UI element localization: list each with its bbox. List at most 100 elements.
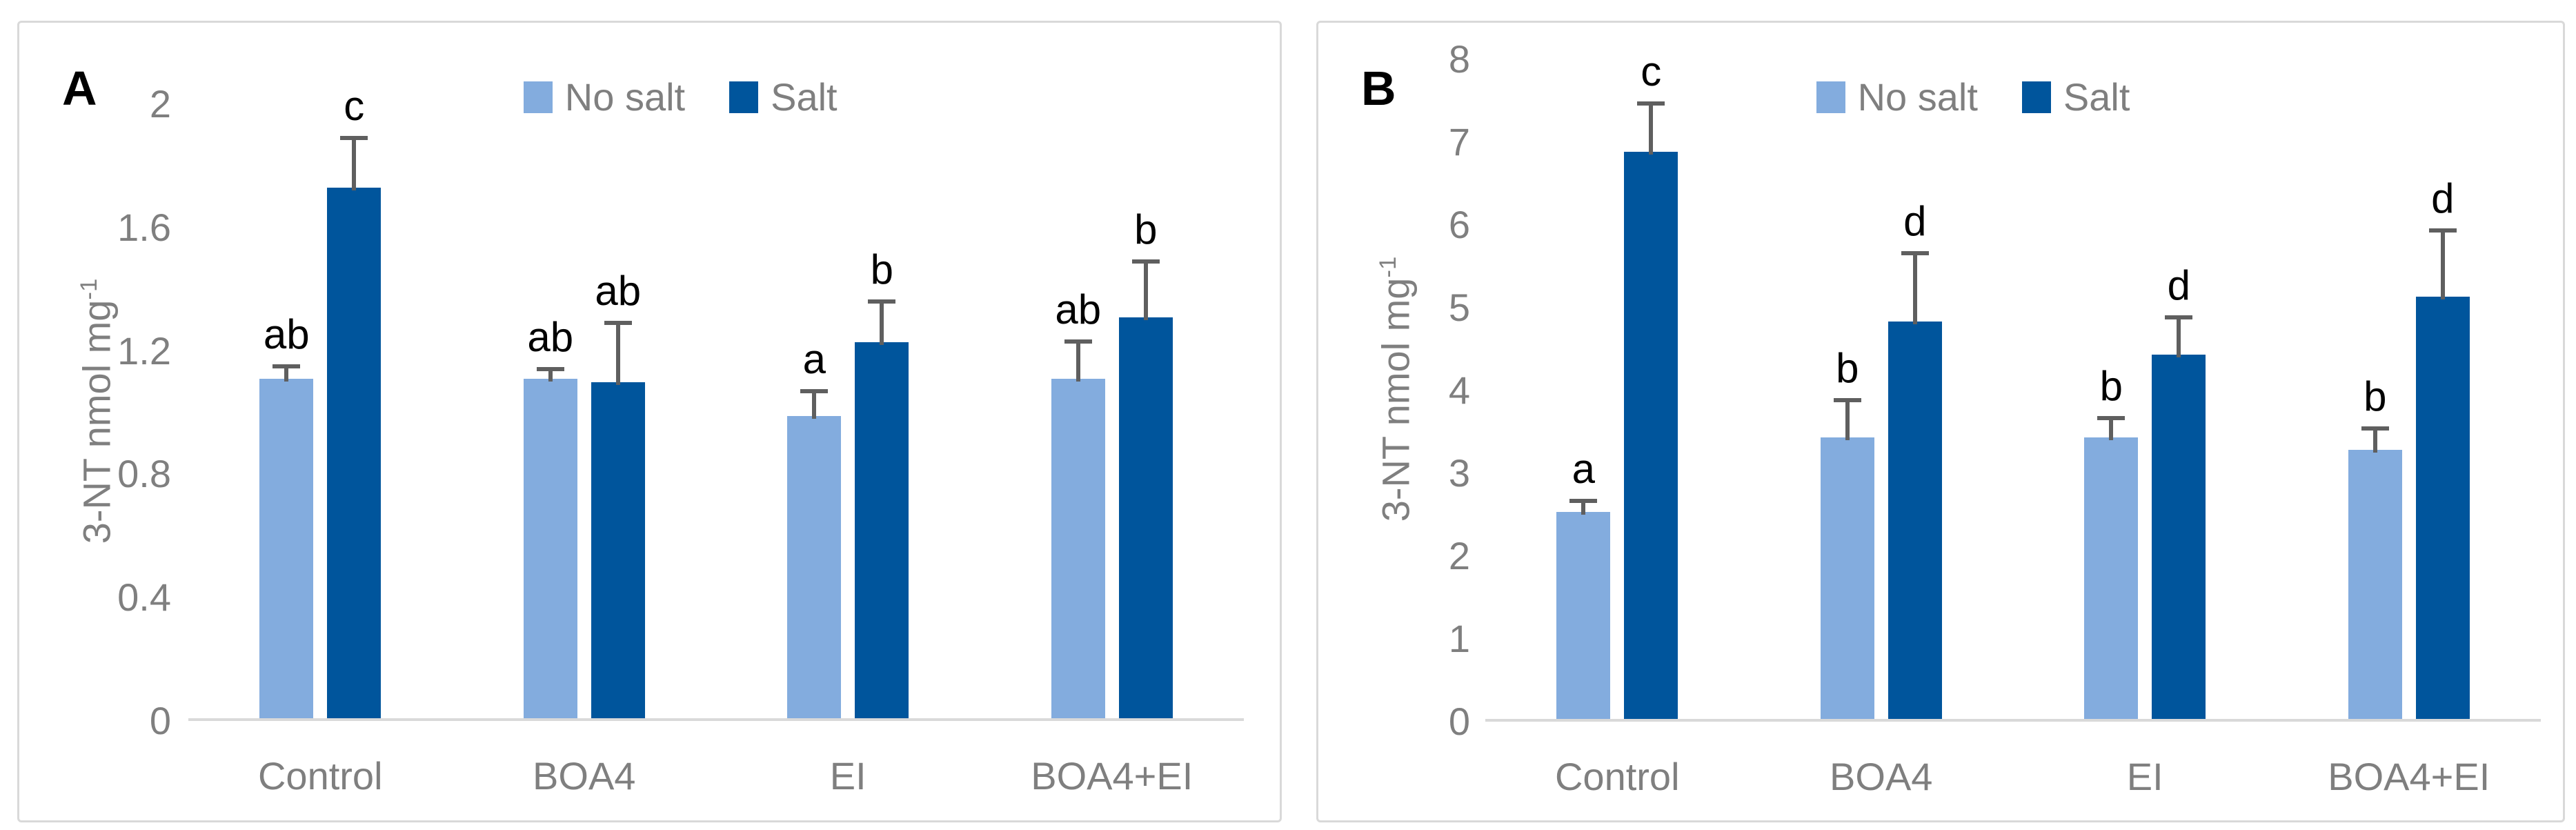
y-tick-label: 7: [1448, 120, 1470, 164]
no-salt-swatch-icon: [523, 81, 553, 113]
error-bar-cap: [868, 299, 896, 304]
y-tick-label: 8: [1448, 37, 1470, 81]
significance-letter: b: [1836, 345, 1859, 392]
error-bar-whisker: [2109, 417, 2114, 440]
error-bar-cap: [1064, 339, 1092, 344]
y-axis-title: 3-NT nmol mg-1: [75, 278, 119, 544]
error-bar-cap: [340, 136, 368, 141]
y-tick-label: 5: [1448, 286, 1470, 329]
significance-letter: ab: [263, 310, 310, 357]
x-axis-label-BOA4+EI: BOA4+EI: [1031, 754, 1193, 798]
x-axis-label-BOA4: BOA4: [533, 754, 636, 798]
y-tick-label: 1: [1448, 617, 1470, 660]
y-tick-label: 0: [149, 699, 171, 742]
significance-letter: d: [2167, 262, 2190, 309]
legend-label-no-salt: No salt: [1857, 75, 1978, 119]
y-tick-label: 3: [1448, 451, 1470, 495]
error-bar-cap: [2428, 228, 2457, 233]
error-bar-whisker: [1845, 400, 1850, 440]
error-bar-whisker: [284, 366, 289, 382]
error-bar-whisker: [2440, 230, 2445, 299]
no-salt-bar-EI: [2084, 437, 2139, 719]
error-bar-cap: [1833, 398, 1861, 403]
legend-label-no-salt: No salt: [564, 75, 686, 119]
y-tick-label: 1.6: [117, 205, 171, 249]
x-axis-label-EI: EI: [2126, 755, 2163, 798]
error-bar-whisker: [352, 138, 357, 191]
y-tick-label: 2: [149, 82, 171, 126]
significance-letter: b: [870, 246, 893, 293]
significance-letter: c: [344, 83, 365, 130]
error-bar-whisker: [1649, 103, 1654, 155]
panel-b-legend: No salt Salt: [1816, 78, 2130, 117]
y-tick-label: 0.4: [117, 575, 171, 620]
x-axis-label-Control: Control: [1554, 755, 1680, 798]
error-bar-whisker: [1143, 261, 1148, 320]
legend-item-salt: Salt: [2021, 75, 2130, 119]
error-bar-cap: [1569, 498, 1598, 503]
salt-bar-BOA4: [1888, 322, 1942, 719]
error-bar-cap: [1637, 101, 1665, 106]
significance-letter: b: [2364, 373, 2387, 420]
y-axis-title-superscript: -1: [1374, 256, 1401, 278]
significance-letter: a: [802, 335, 826, 382]
panel-a-legend: No salt Salt: [523, 75, 838, 119]
salt-swatch-icon: [729, 81, 759, 113]
salt-bar-BOA4+EI: [1118, 317, 1173, 718]
error-bar-whisker: [2177, 317, 2181, 357]
y-tick-label: 0: [1448, 700, 1470, 743]
plot-area: ab ab a ab c ab b b: [188, 84, 1244, 721]
y-tick-label: 6: [1448, 203, 1470, 246]
no-salt-bar-BOA4: [1820, 437, 1874, 719]
no-salt-bar-BOA4+EI: [2348, 450, 2402, 719]
no-salt-bar-BOA4+EI: [1051, 379, 1105, 718]
significance-letter: c: [1641, 48, 1662, 95]
error-bar-cap: [2165, 315, 2193, 320]
y-tick-label: 0.8: [117, 452, 171, 496]
error-bar-whisker: [548, 369, 553, 382]
error-bar-cap: [2097, 415, 2126, 420]
significance-letter: ab: [595, 268, 642, 315]
no-salt-swatch-icon: [1816, 81, 1845, 113]
error-bar-cap: [536, 367, 564, 372]
salt-bar-Control: [327, 188, 382, 718]
error-bar-cap: [800, 388, 829, 393]
legend-item-salt: Salt: [729, 78, 838, 117]
salt-swatch-icon: [2021, 81, 2051, 113]
panel-b-letter: B: [1361, 61, 1396, 115]
significance-letter: d: [1903, 197, 1927, 244]
salt-bar-BOA4+EI: [2415, 297, 2470, 719]
error-bar-cap: [2361, 426, 2389, 431]
significance-letter: a: [1572, 445, 1595, 492]
no-salt-bar-Control: [259, 379, 314, 718]
y-tick-label: 2: [1448, 534, 1470, 577]
y-tick-label: 4: [1448, 368, 1470, 412]
error-bar-cap: [604, 321, 632, 326]
no-salt-bar-BOA4: [523, 379, 577, 718]
x-axis-label-EI: EI: [829, 754, 866, 798]
error-bar-whisker: [1912, 253, 1917, 324]
y-tick-label: 1.2: [117, 328, 171, 373]
x-axis-label-BOA4: BOA4: [1830, 755, 1933, 798]
legend-item-no-salt: No salt: [523, 75, 686, 119]
no-salt-bar-EI: [787, 415, 842, 718]
error-bar-whisker: [1076, 342, 1080, 382]
significance-letter: b: [2099, 362, 2123, 409]
error-bar-whisker: [1581, 500, 1586, 515]
error-bar-cap: [1901, 250, 1929, 255]
salt-bar-EI: [855, 342, 909, 718]
significance-letter: ab: [1055, 286, 1102, 333]
panel-a-letter: A: [62, 61, 97, 115]
significance-letter: ab: [527, 314, 574, 361]
legend-label-salt: Salt: [2063, 75, 2130, 119]
legend-item-no-salt: No salt: [1816, 78, 1978, 117]
error-bar-whisker: [812, 391, 817, 419]
error-bar-whisker: [2372, 428, 2377, 453]
salt-bar-EI: [2152, 355, 2206, 719]
y-axis-title-superscript: -1: [75, 278, 102, 300]
plot-area: a b b b c d d d: [1485, 49, 2541, 722]
legend-label-salt: Salt: [771, 75, 838, 119]
error-bar-cap: [1131, 259, 1160, 264]
